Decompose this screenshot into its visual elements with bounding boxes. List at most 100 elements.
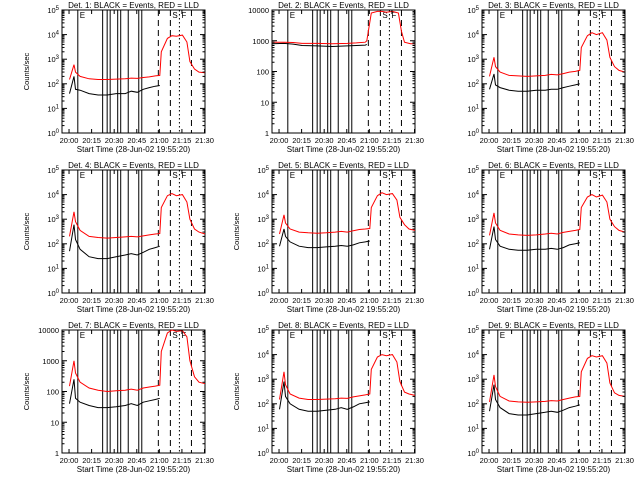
- y-tick-label: 1: [55, 449, 59, 458]
- y-tick-label: 1000: [252, 37, 269, 46]
- x-axis-label: Start Time (28-Jun-02 19:55:20): [77, 305, 191, 314]
- x-tick-label: 21:00: [360, 296, 379, 305]
- x-tick-label: 21:15: [383, 136, 402, 145]
- y-tick-label: 104: [257, 351, 269, 360]
- marker-label: E: [290, 11, 295, 20]
- x-tick-label: 20:15: [82, 136, 101, 145]
- x-tick-label: 21:15: [383, 456, 402, 465]
- x-tick-label: 21:30: [405, 456, 424, 465]
- series-events: [69, 379, 160, 409]
- x-tick-label: 21:30: [615, 296, 634, 305]
- x-tick-label: 20:15: [82, 296, 101, 305]
- marker-label: S: [172, 171, 177, 180]
- panel-7: E S F 20:00 20:15 20:30 20:45 21:00 21:15 21:30 1 1…: [22, 321, 214, 474]
- marker-label: F: [181, 11, 186, 20]
- x-axis-label: Start Time (28-Jun-02 19:55:20): [77, 465, 191, 474]
- x-tick-label: 20:00: [270, 296, 289, 305]
- x-tick-label: 21:15: [593, 456, 612, 465]
- y-tick-label: 10: [261, 98, 269, 107]
- marker-label: E: [80, 331, 85, 340]
- plot-frame: [61, 169, 206, 294]
- y-tick-label: 103: [47, 55, 59, 64]
- x-tick-label: 21:15: [173, 296, 192, 305]
- y-tick-label: 105: [47, 6, 59, 15]
- plot-frame: [481, 9, 626, 134]
- x-tick-label: 20:45: [547, 456, 566, 465]
- x-tick-label: 20:45: [127, 296, 146, 305]
- marker-label: F: [601, 171, 606, 180]
- marker-label: F: [181, 331, 186, 340]
- panel-title: Det. 1: BLACK = Events, RED = LLD: [68, 1, 199, 10]
- y-tick-label: 100: [47, 129, 59, 138]
- x-tick-label: 20:45: [337, 456, 356, 465]
- x-tick-label: 21:15: [383, 296, 402, 305]
- x-tick-label: 20:00: [60, 136, 79, 145]
- x-tick-label: 20:15: [502, 296, 521, 305]
- series-lld: [489, 32, 626, 77]
- y-tick-label: 101: [467, 264, 479, 273]
- panel-8: E S F 20:00 20:15 20:30 20:45 21:00 21:15 21:30 10…: [232, 321, 424, 474]
- plot-frame: [481, 169, 626, 294]
- y-tick-label: 105: [467, 166, 479, 175]
- marker-label: E: [500, 331, 505, 340]
- x-tick-label: 21:00: [360, 136, 379, 145]
- y-tick-label: 100: [467, 289, 479, 298]
- marker-label: F: [601, 331, 606, 340]
- series-lld: [489, 194, 626, 236]
- x-tick-label: 21:15: [593, 136, 612, 145]
- marker-label: E: [290, 171, 295, 180]
- x-tick-label: 20:30: [105, 456, 124, 465]
- y-tick-label: 102: [257, 400, 269, 409]
- series-lld: [279, 192, 416, 235]
- panel-4: E S F 20:00 20:15 20:30 20:45 21:00 21:15 21:30 10…: [22, 161, 214, 314]
- x-tick-label: 21:00: [150, 296, 169, 305]
- x-tick-label: 21:30: [405, 136, 424, 145]
- x-tick-label: 20:00: [480, 136, 499, 145]
- y-tick-label: 101: [47, 264, 59, 273]
- x-axis-label: Start Time (28-Jun-02 19:55:20): [497, 465, 611, 474]
- x-tick-label: 20:00: [60, 456, 79, 465]
- y-tick-label: 102: [257, 240, 269, 249]
- y-tick-label: 1: [265, 129, 269, 138]
- panel-3: E S F 20:00 20:15 20:30 20:45 21:00 21:15 21:30 10…: [467, 1, 634, 154]
- panel-title: Det. 9: BLACK = Events, RED = LLD: [488, 321, 619, 330]
- y-tick-label: 104: [467, 191, 479, 200]
- y-tick-label: 103: [467, 215, 479, 224]
- panel-title: Det. 7: BLACK = Events, RED = LLD: [68, 321, 199, 330]
- y-tick-label: 100: [46, 388, 59, 397]
- x-tick-label: 21:00: [360, 456, 379, 465]
- panel-1: E S F 20:00 20:15 20:30 20:45 21:00 21:15 21:30 10…: [22, 1, 214, 154]
- marker-label: E: [80, 11, 85, 20]
- y-tick-label: 105: [467, 326, 479, 335]
- series-lld: [272, 10, 415, 45]
- panel-title: Det. 4: BLACK = Events, RED = LLD: [68, 161, 199, 170]
- y-tick-label: 103: [257, 215, 269, 224]
- marker-label: E: [290, 331, 295, 340]
- x-tick-label: 20:45: [337, 136, 356, 145]
- marker-label: F: [391, 171, 396, 180]
- x-tick-label: 21:30: [615, 136, 634, 145]
- x-tick-label: 21:30: [195, 136, 214, 145]
- marker-label: S: [592, 11, 597, 20]
- series-events: [271, 42, 368, 48]
- y-tick-label: 104: [47, 31, 59, 40]
- x-tick-label: 21:00: [570, 296, 589, 305]
- y-tick-label: 102: [467, 400, 479, 409]
- y-tick-label: 105: [257, 166, 269, 175]
- panel-2: E S F 20:00 20:15 20:30 20:45 21:00 21:15 21:30 1 1…: [248, 1, 424, 154]
- series-events: [69, 76, 160, 96]
- series-lld: [69, 329, 206, 393]
- x-tick-label: 20:45: [127, 136, 146, 145]
- y-tick-label: 103: [47, 215, 59, 224]
- x-tick-label: 21:15: [173, 456, 192, 465]
- x-tick-label: 20:45: [337, 296, 356, 305]
- y-tick-label: 100: [257, 449, 269, 458]
- marker-label: S: [172, 331, 177, 340]
- x-tick-label: 20:30: [525, 136, 544, 145]
- y-tick-label: 104: [467, 31, 479, 40]
- panel-6: E S F 20:00 20:15 20:30 20:45 21:00 21:15 21:30 10…: [467, 161, 634, 314]
- x-tick-label: 20:30: [105, 136, 124, 145]
- y-tick-label: 100: [257, 289, 269, 298]
- y-tick-label: 101: [467, 424, 479, 433]
